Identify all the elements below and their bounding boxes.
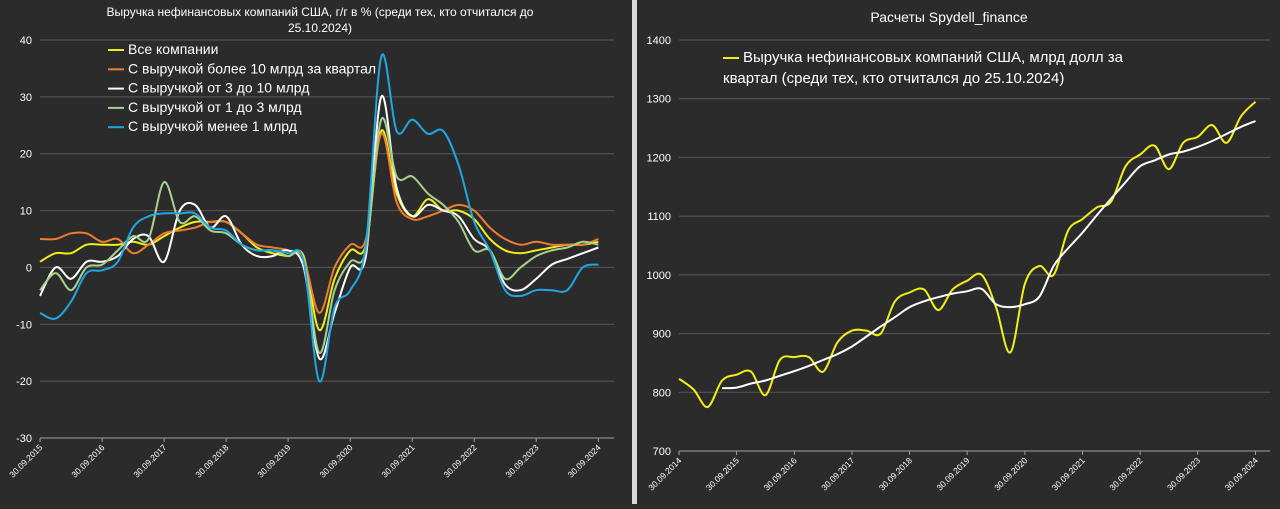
y-tick-label: 30 <box>20 92 32 104</box>
y-tick-label: -20 <box>16 376 32 388</box>
y-tick-label: 1200 <box>647 152 671 164</box>
series-line-1 <box>722 120 1256 390</box>
chart-title: Расчеты Spydell_finance <box>870 9 1028 25</box>
x-tick-label: 30.09.2019 <box>255 442 292 479</box>
y-tick-label: 10 <box>20 206 32 218</box>
series-line-3 <box>39 116 599 354</box>
x-tick-label: 30.09.2024 <box>1223 455 1260 492</box>
x-tick-label: 30.09.2015 <box>704 455 741 492</box>
x-tick-label: 30.09.2022 <box>441 442 478 479</box>
chart-title: 25.10.2024) <box>288 21 352 35</box>
legend-label: С выручкой от 1 до 3 млрд <box>128 99 302 115</box>
x-tick-label: 30.09.2019 <box>934 455 971 492</box>
x-tick-label: 30.09.2014 <box>646 455 683 492</box>
x-tick-label: 30.09.2016 <box>762 455 799 492</box>
yoy-revenue-chart: Выручка нефинансовых компаний США, г/г в… <box>7 5 614 479</box>
x-tick-label: 30.09.2024 <box>566 442 603 479</box>
x-tick-label: 30.09.2020 <box>318 442 355 479</box>
y-tick-label: 800 <box>653 387 671 399</box>
legend-label: Все компании <box>128 41 218 57</box>
y-tick-label: -30 <box>16 433 32 445</box>
y-tick-label: 1400 <box>647 35 671 47</box>
revenue-level-chart: Расчеты Spydell_finance 700 800 900 1000 1100… <box>646 9 1270 492</box>
series-line-0 <box>39 129 599 332</box>
panel-divider <box>632 0 637 504</box>
y-tick-label: 20 <box>20 149 32 161</box>
y-tick-label: 0 <box>26 262 32 274</box>
legend-label: квартал (среди тех, кто отчитался до 25.… <box>723 70 1064 87</box>
x-tick-label: 30.09.2023 <box>503 442 540 479</box>
x-tick-label: 30.09.2018 <box>193 442 230 479</box>
x-tick-label: 30.09.2017 <box>819 455 856 492</box>
series-line-4 <box>39 53 599 383</box>
left-chart-panel: Выручка нефинансовых компаний США, г/г в… <box>0 0 632 504</box>
legend-label: С выручкой менее 1 млрд <box>128 118 297 134</box>
x-tick-label: 30.09.2017 <box>131 442 168 479</box>
legend-label: Выручка нефинансовых компаний США, млрд … <box>743 49 1124 66</box>
x-tick-label: 30.09.2021 <box>1050 455 1087 492</box>
legend-label: С выручкой от 3 до 10 млрд <box>128 80 309 96</box>
series-line-2 <box>39 94 599 361</box>
y-tick-label: 1100 <box>647 211 671 223</box>
y-tick-label: 700 <box>653 446 671 458</box>
y-tick-label: 1000 <box>647 270 671 282</box>
y-tick-label: 900 <box>653 329 671 341</box>
legend-label: С выручкой более 10 млрд за квартал <box>128 60 376 76</box>
chart-title: Выручка нефинансовых компаний США, г/г в… <box>107 5 534 19</box>
y-tick-label: 1300 <box>647 94 671 106</box>
x-tick-label: 30.09.2021 <box>380 442 417 479</box>
x-tick-label: 30.09.2015 <box>7 442 44 479</box>
y-tick-label: 40 <box>20 35 32 47</box>
x-tick-label: 30.09.2020 <box>992 455 1029 492</box>
x-tick-label: 30.09.2016 <box>69 442 106 479</box>
right-chart-panel: Расчеты Spydell_finance 700 800 900 1000 1100… <box>637 0 1280 504</box>
x-tick-label: 30.09.2022 <box>1107 455 1144 492</box>
x-tick-label: 30.09.2018 <box>877 455 914 492</box>
series-line-1 <box>39 132 599 314</box>
x-tick-label: 30.09.2023 <box>1165 455 1202 492</box>
series-line-0 <box>678 100 1257 408</box>
y-tick-label: -10 <box>16 319 32 331</box>
